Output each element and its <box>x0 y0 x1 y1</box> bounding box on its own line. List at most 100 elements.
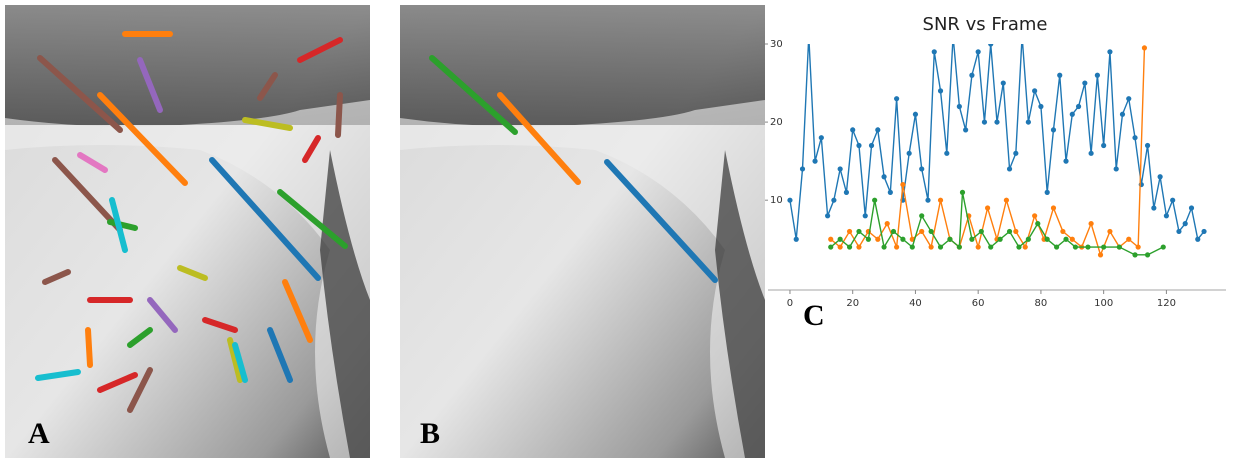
plot-area <box>787 44 1207 258</box>
data-point <box>900 181 906 188</box>
data-point <box>1126 236 1132 242</box>
data-point <box>928 244 934 250</box>
data-point <box>793 236 799 242</box>
chart-title: SNR vs Frame <box>923 14 1048 35</box>
data-point <box>937 244 944 250</box>
data-point <box>1088 150 1094 156</box>
panel-b-image <box>400 5 765 458</box>
data-point <box>828 244 834 250</box>
data-point <box>963 127 969 133</box>
data-point <box>1144 142 1151 149</box>
data-point <box>937 88 944 94</box>
data-point <box>1141 45 1148 51</box>
data-point <box>868 142 875 149</box>
data-point <box>988 244 994 250</box>
data-point <box>1032 213 1038 219</box>
data-point <box>1160 244 1166 250</box>
data-point <box>1003 197 1010 203</box>
data-point <box>890 228 897 235</box>
data-point <box>909 244 915 250</box>
data-point <box>997 236 1003 242</box>
data-point <box>1072 244 1079 250</box>
x-tick-label: 120 <box>1157 298 1176 309</box>
data-point <box>919 228 925 235</box>
x-tick-label: 100 <box>1094 298 1113 309</box>
data-point <box>1195 236 1201 242</box>
data-point <box>1126 96 1132 102</box>
data-point <box>1063 158 1069 164</box>
data-point <box>919 166 925 172</box>
data-point <box>1135 244 1141 250</box>
data-point <box>906 150 912 156</box>
data-point <box>843 189 850 195</box>
panel-label: B <box>420 417 440 450</box>
data-point <box>1157 174 1163 180</box>
data-point <box>1032 88 1038 94</box>
data-point <box>978 228 984 235</box>
data-point <box>1035 221 1041 227</box>
data-point <box>1163 213 1169 219</box>
data-point <box>1097 252 1104 258</box>
data-point <box>928 228 934 235</box>
data-point <box>881 174 887 180</box>
data-point <box>900 236 906 242</box>
panel-label: C <box>803 299 825 332</box>
data-point <box>1101 244 1107 250</box>
data-point <box>1016 244 1022 250</box>
data-point <box>894 96 900 102</box>
data-point <box>818 135 824 141</box>
data-point <box>984 205 991 211</box>
panel-a-image <box>5 5 370 458</box>
data-point <box>1132 252 1138 258</box>
data-point <box>884 221 890 227</box>
data-point <box>1057 72 1063 78</box>
data-point <box>1013 150 1019 156</box>
data-point <box>1075 103 1082 110</box>
data-point <box>1182 221 1188 227</box>
data-point <box>969 236 975 242</box>
data-point <box>937 197 944 203</box>
data-point <box>828 236 834 242</box>
data-point <box>862 213 868 219</box>
data-point <box>1085 244 1091 250</box>
data-point <box>875 236 881 242</box>
data-point <box>887 189 893 195</box>
data-point <box>969 72 975 78</box>
x-tick-label: 80 <box>1035 298 1048 309</box>
data-point <box>894 244 900 250</box>
data-point <box>1107 49 1113 55</box>
data-point <box>1050 127 1057 133</box>
data-point <box>1188 205 1195 211</box>
data-point <box>956 103 962 110</box>
series-line <box>830 192 1164 256</box>
data-point <box>856 142 862 149</box>
data-point <box>1044 189 1050 195</box>
data-point <box>1025 236 1031 242</box>
data-point <box>1069 236 1075 242</box>
data-point <box>837 244 843 250</box>
data-point <box>1116 244 1122 250</box>
data-point <box>856 228 862 235</box>
x-tick-label: 0 <box>787 298 793 309</box>
data-point <box>959 189 966 195</box>
data-point <box>975 49 981 55</box>
data-point <box>1000 80 1006 86</box>
data-point <box>931 49 937 55</box>
data-point <box>1113 166 1119 172</box>
data-point <box>1069 111 1075 117</box>
data-point <box>846 244 853 250</box>
data-point <box>831 197 837 203</box>
y-tick-label: 30 <box>770 39 783 50</box>
data-point <box>919 213 925 219</box>
data-point <box>1038 103 1044 110</box>
data-point <box>925 197 931 203</box>
data-point <box>846 228 853 235</box>
data-point <box>1176 228 1182 235</box>
data-point <box>981 119 988 125</box>
data-point <box>947 236 953 242</box>
data-point <box>825 213 831 219</box>
data-point <box>865 236 871 242</box>
data-point <box>1054 244 1060 250</box>
data-point <box>837 236 843 242</box>
